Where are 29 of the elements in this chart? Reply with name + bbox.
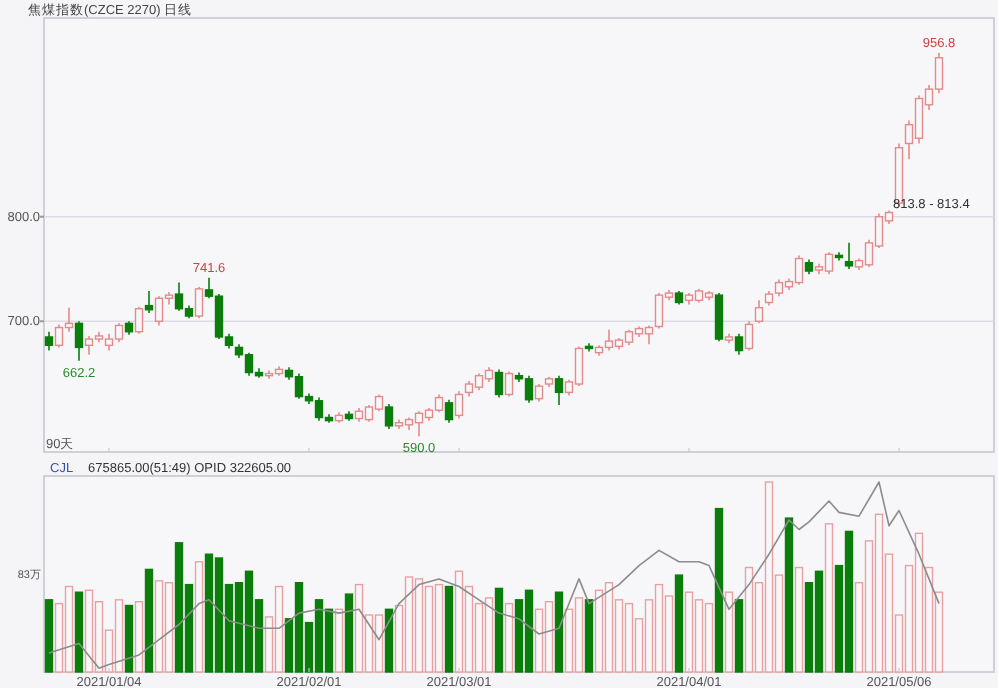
bar xyxy=(74,591,84,673)
candlestick xyxy=(444,398,454,424)
candlestick xyxy=(844,242,854,270)
bar xyxy=(674,574,684,673)
candlestick xyxy=(744,320,754,352)
bar xyxy=(384,608,394,673)
candlestick xyxy=(754,299,764,325)
candlestick xyxy=(134,305,144,335)
bar xyxy=(554,591,564,673)
bar xyxy=(784,517,794,673)
bar xyxy=(494,587,504,673)
candlestick xyxy=(44,330,54,352)
candlestick xyxy=(734,333,744,356)
candlestick xyxy=(454,390,464,420)
bar xyxy=(124,604,134,673)
bar xyxy=(584,599,594,673)
bar xyxy=(344,593,354,673)
bar xyxy=(144,568,154,673)
candlestick xyxy=(384,403,394,430)
candlestick xyxy=(494,368,504,399)
bar xyxy=(734,599,744,673)
bar xyxy=(44,599,54,673)
bar xyxy=(714,507,724,673)
candlestick xyxy=(554,374,564,406)
bar xyxy=(444,585,454,673)
candlestick xyxy=(714,292,724,342)
candlestick xyxy=(194,285,204,319)
candlestick xyxy=(74,320,84,362)
candlestick xyxy=(504,370,514,398)
